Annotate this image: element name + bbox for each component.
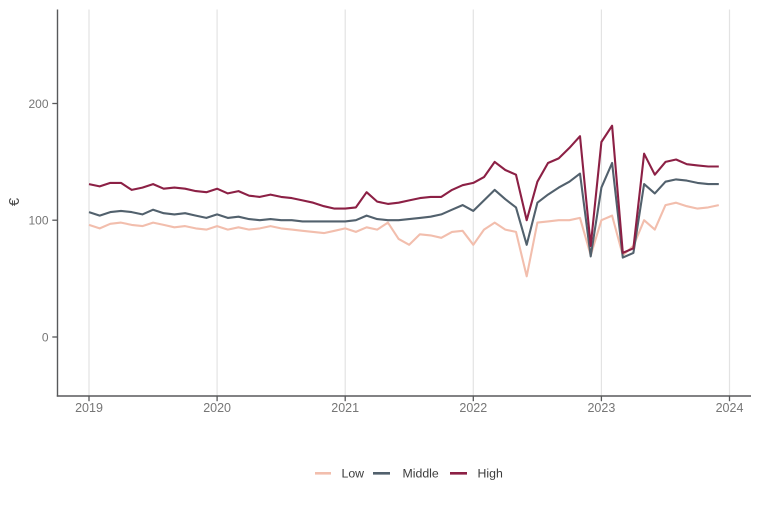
svg-text:2020: 2020 (203, 401, 231, 415)
svg-text:2021: 2021 (331, 401, 359, 415)
svg-text:200: 200 (28, 97, 48, 111)
svg-text:2023: 2023 (587, 401, 615, 415)
svg-text:100: 100 (28, 214, 48, 228)
svg-text:Low: Low (342, 467, 365, 481)
svg-text:2022: 2022 (459, 401, 487, 415)
svg-text:High: High (478, 467, 503, 481)
svg-text:€: € (7, 198, 23, 206)
svg-text:Middle: Middle (403, 467, 439, 481)
svg-text:0: 0 (42, 330, 49, 344)
svg-text:2024: 2024 (716, 401, 744, 415)
svg-text:2019: 2019 (75, 401, 103, 415)
